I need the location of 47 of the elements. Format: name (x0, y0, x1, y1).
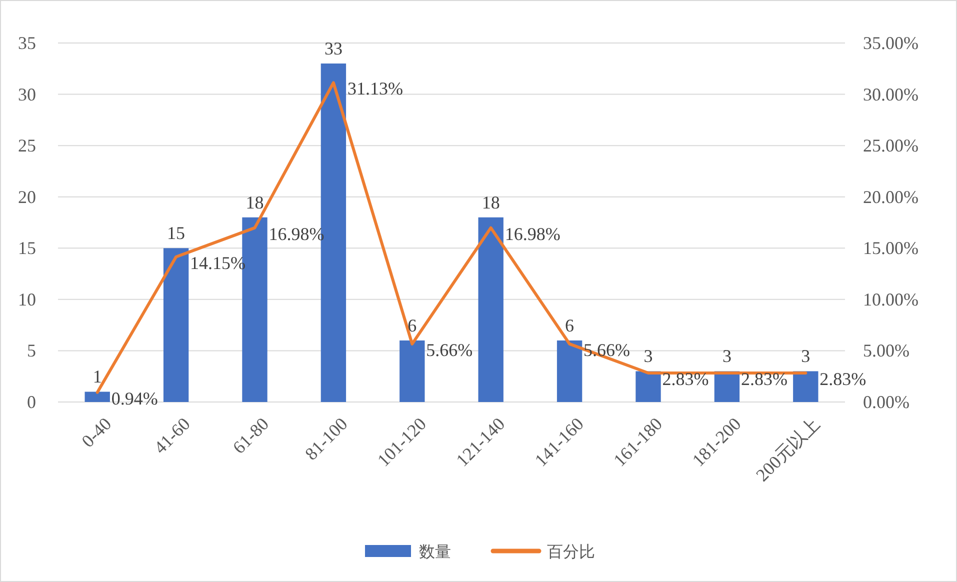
data-label: 2.83% (740, 368, 788, 389)
bar (556, 340, 582, 402)
data-label: 5.66% (584, 340, 630, 360)
bar (163, 248, 189, 402)
bar (636, 371, 661, 402)
y2-tick-label: 10.00% (863, 289, 918, 310)
legend-label: 百分比 (547, 542, 595, 561)
x-tick-label: 200元以上 (752, 414, 824, 486)
data-label: 31.13% (347, 78, 403, 99)
y-tick-label: 10 (18, 289, 36, 310)
legend-label: 数量 (419, 542, 451, 561)
y-tick-label: 35 (18, 33, 36, 53)
y2-tick-label: 15.00% (863, 238, 918, 258)
y2-tick-label: 30.00% (863, 84, 918, 104)
y2-tick-label: 25.00% (863, 136, 918, 156)
data-label: 3 (801, 346, 810, 366)
y2-tick-label: 5.00% (863, 340, 910, 361)
data-label: 2.83% (662, 368, 709, 389)
bar (400, 340, 425, 402)
line-series (96, 81, 808, 394)
y-tick-label: 30 (18, 84, 36, 104)
y-tick-label: 15 (18, 238, 36, 258)
bar (714, 371, 740, 402)
bar (84, 392, 110, 402)
y-tick-label: 20 (18, 186, 36, 207)
data-label: 1 (92, 366, 102, 387)
data-label: 6 (408, 315, 417, 336)
data-label: 2.83% (820, 368, 866, 389)
data-label: 0.94% (111, 388, 158, 408)
y2-tick-label: 0.00% (863, 392, 910, 412)
data-label: 15 (167, 223, 186, 244)
y-tick-label: 0 (27, 392, 36, 412)
data-label: 5.66% (426, 340, 473, 360)
data-label: 6 (565, 315, 574, 336)
y2-tick-label: 20.00% (863, 186, 918, 207)
x-tick-label: 0-40 (78, 414, 116, 452)
y-tick-label: 5 (27, 340, 36, 361)
bar (793, 371, 818, 402)
data-label: 33 (324, 38, 342, 59)
data-label: 18 (482, 192, 500, 212)
data-label: 3 (722, 346, 732, 366)
y2-tick-label: 35.00% (863, 33, 918, 53)
data-label: 18 (246, 192, 264, 212)
y-tick-label: 25 (18, 136, 36, 156)
data-label: 3 (644, 346, 653, 366)
data-label: 16.98% (504, 224, 560, 244)
bar (478, 217, 504, 402)
